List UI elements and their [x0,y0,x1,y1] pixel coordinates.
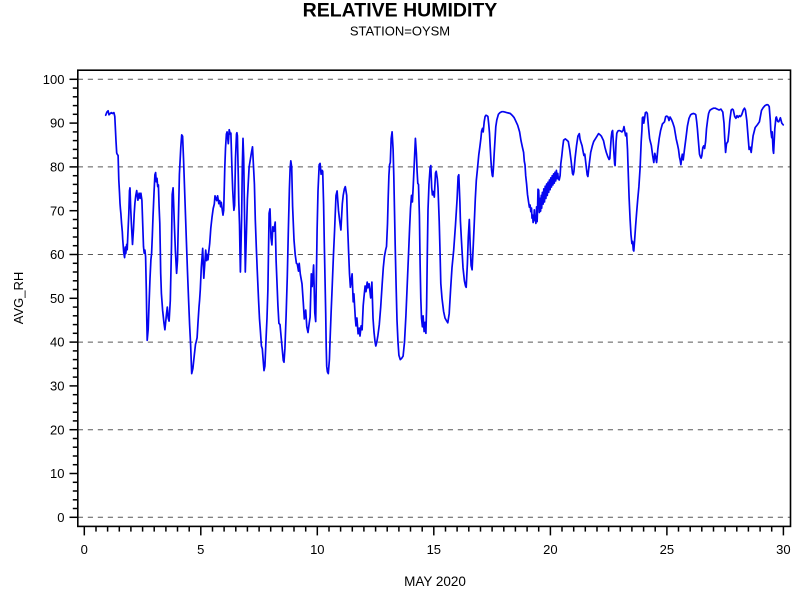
svg-text:25: 25 [660,542,674,557]
svg-text:30: 30 [776,542,790,557]
svg-text:0: 0 [81,542,88,557]
svg-text:RELATIVE HUMIDITY: RELATIVE HUMIDITY [303,0,498,22]
svg-text:AVG_RH: AVG_RH [11,272,26,325]
svg-text:40: 40 [50,335,64,350]
svg-text:0: 0 [57,510,64,525]
svg-text:15: 15 [427,542,441,557]
svg-text:90: 90 [50,116,64,131]
svg-text:5: 5 [197,542,204,557]
svg-text:10: 10 [50,466,64,481]
svg-text:80: 80 [50,160,64,175]
svg-text:MAY 2020: MAY 2020 [404,574,466,589]
svg-text:20: 20 [543,542,557,557]
svg-text:70: 70 [50,203,64,218]
svg-text:60: 60 [50,247,64,262]
svg-text:20: 20 [50,422,64,437]
svg-text:10: 10 [310,542,324,557]
svg-text:30: 30 [50,379,64,394]
svg-text:100: 100 [43,72,65,87]
svg-text:50: 50 [50,291,64,306]
svg-text:STATION=OYSM: STATION=OYSM [350,24,450,39]
